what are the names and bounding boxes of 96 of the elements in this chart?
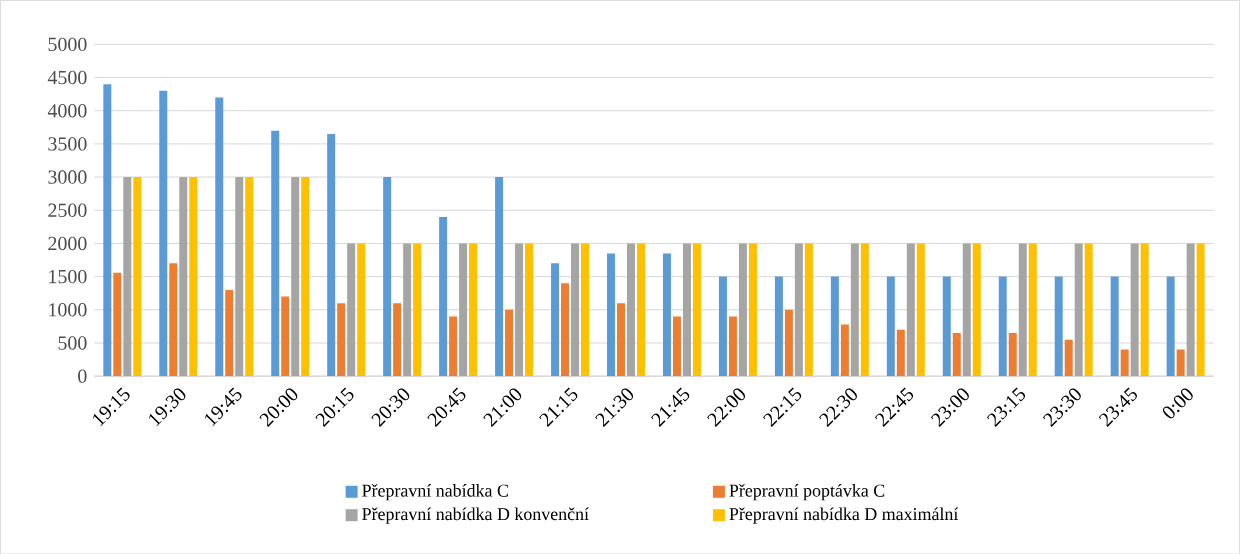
legend-label: Přepravní nabídka C — [362, 483, 508, 501]
bar — [692, 243, 701, 376]
bar — [169, 263, 178, 376]
bar — [337, 302, 346, 376]
bar — [393, 302, 402, 376]
bar — [1176, 349, 1185, 376]
bar — [906, 243, 915, 376]
bar — [515, 243, 524, 376]
bar — [357, 243, 366, 376]
bar — [459, 243, 468, 376]
bar — [1054, 276, 1063, 376]
legend-label: Přepravní nabídka D maximální — [729, 507, 959, 524]
bar — [133, 176, 142, 376]
y-tick-label: 0 — [78, 369, 87, 383]
bar — [301, 176, 310, 376]
y-tick-label: 4500 — [47, 70, 87, 85]
bar — [607, 253, 616, 376]
bar — [774, 276, 783, 376]
bar — [551, 263, 560, 376]
bar — [748, 243, 757, 376]
bar — [469, 243, 478, 376]
bar — [291, 176, 300, 376]
y-tick-label: 1500 — [49, 269, 87, 284]
bar — [571, 243, 580, 376]
bar — [383, 176, 392, 376]
bar — [189, 176, 198, 376]
bar — [1018, 243, 1027, 376]
bar — [1130, 243, 1139, 376]
bar — [728, 316, 737, 376]
bar — [281, 296, 290, 376]
bar — [886, 276, 895, 376]
y-tick-label: 1000 — [49, 302, 87, 317]
bar — [225, 289, 234, 376]
bar — [103, 83, 112, 376]
bar — [718, 276, 727, 376]
bar — [617, 302, 625, 376]
bar — [1008, 332, 1017, 376]
bar — [1120, 349, 1129, 376]
bar — [672, 316, 681, 376]
bar — [1028, 243, 1037, 376]
bar — [916, 243, 925, 376]
bar — [1186, 243, 1195, 376]
bar — [439, 216, 448, 376]
y-tick-label: 5000 — [48, 37, 87, 51]
legend-label: Přepravní poptávka C — [729, 483, 885, 501]
x-tick-label: 0:00 — [1162, 388, 1193, 419]
bar — [413, 243, 422, 376]
bar — [1196, 243, 1205, 376]
bar — [449, 316, 458, 376]
y-tick-label: 2000 — [48, 236, 87, 250]
bar — [561, 283, 570, 376]
bar — [830, 276, 839, 376]
bar — [1084, 243, 1093, 376]
bar — [942, 276, 951, 376]
bar — [1166, 276, 1175, 376]
bar — [662, 253, 671, 376]
bar — [581, 243, 590, 376]
bar — [179, 176, 188, 376]
bar — [495, 176, 504, 376]
bar — [682, 243, 691, 376]
bar — [627, 243, 635, 376]
bar — [952, 332, 961, 376]
y-tick-label: 3500 — [48, 136, 87, 151]
bar — [1140, 243, 1149, 376]
bar — [525, 243, 534, 376]
bar — [245, 176, 254, 376]
bar — [1074, 243, 1083, 376]
bar — [637, 243, 645, 376]
bar — [347, 243, 356, 376]
bar — [794, 243, 803, 376]
y-tick-label: 2500 — [48, 203, 87, 217]
bar — [235, 176, 244, 376]
bar — [113, 272, 122, 376]
y-tick-label: 3000 — [48, 170, 87, 184]
bar — [738, 243, 747, 376]
bar — [215, 97, 224, 376]
bar — [159, 90, 168, 376]
bar — [850, 243, 859, 376]
bar — [403, 243, 412, 376]
bar — [784, 309, 793, 376]
bar — [972, 243, 981, 376]
bar — [804, 243, 813, 376]
bar — [962, 243, 971, 376]
bar — [123, 176, 132, 376]
legend-label: Přepravní nabídka D konvenční — [362, 507, 589, 524]
bar — [271, 130, 280, 376]
bar — [327, 133, 336, 376]
bar — [860, 243, 869, 376]
bar — [840, 324, 849, 376]
y-tick-label: 4000 — [47, 103, 87, 118]
bar — [896, 329, 905, 376]
bar — [1110, 276, 1119, 376]
bar — [1064, 339, 1073, 376]
bar — [505, 309, 514, 376]
y-tick-label: 500 — [58, 336, 87, 350]
bar — [998, 276, 1007, 376]
